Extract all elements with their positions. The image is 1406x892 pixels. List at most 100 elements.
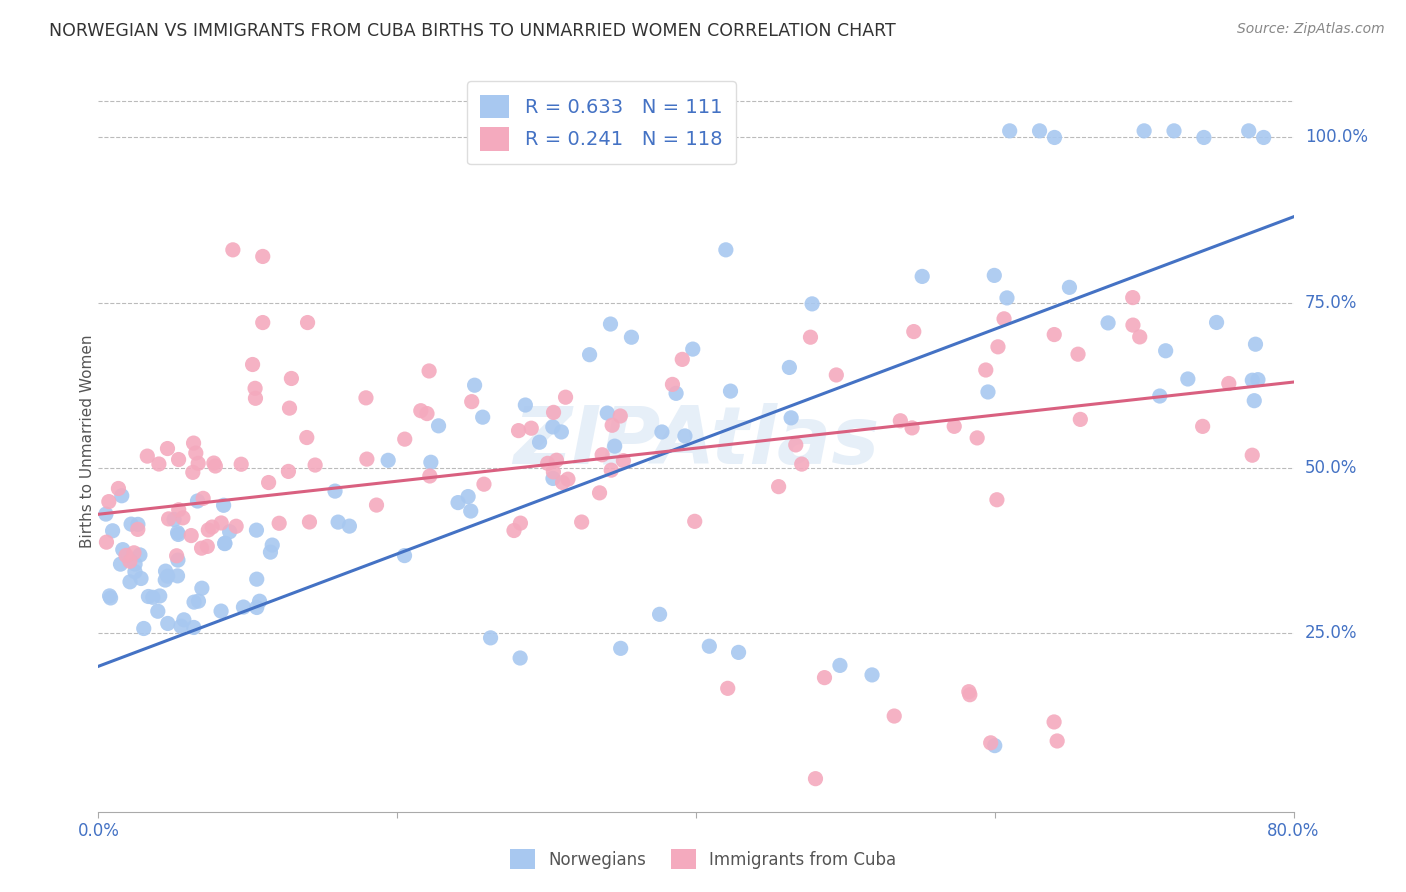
- Point: [323, 484, 346, 499]
- Point: [124, 565, 146, 579]
- Point: [231, 457, 253, 471]
- Point: [600, 418, 623, 433]
- Point: [242, 358, 264, 372]
- Point: [187, 456, 209, 470]
- Point: [780, 410, 803, 425]
- Point: [609, 641, 631, 656]
- Text: NORWEGIAN VS IMMIGRANTS FROM CUBA BIRTHS TO UNMARRIED WOMEN CORRELATION CHART: NORWEGIAN VS IMMIGRANTS FROM CUBA BIRTHS…: [49, 22, 896, 40]
- Point: [195, 540, 218, 554]
- Y-axis label: Births to Unmarried Women: Births to Unmarried Women: [80, 334, 94, 549]
- Point: [155, 573, 177, 587]
- Point: [508, 424, 530, 438]
- Point: [191, 581, 214, 595]
- Point: [1122, 291, 1144, 305]
- Point: [543, 405, 565, 419]
- Point: [1043, 327, 1066, 342]
- Point: [149, 589, 172, 603]
- Point: [998, 124, 1021, 138]
- Point: [860, 668, 883, 682]
- Point: [673, 429, 696, 443]
- Point: [110, 557, 132, 571]
- Point: [180, 528, 202, 542]
- Point: [600, 463, 623, 477]
- Point: [665, 386, 688, 401]
- Point: [543, 465, 565, 479]
- Point: [197, 523, 219, 537]
- Point: [1154, 343, 1177, 358]
- Point: [394, 549, 416, 563]
- Point: [557, 472, 579, 486]
- Point: [727, 645, 749, 659]
- Point: [246, 600, 269, 615]
- Point: [167, 452, 190, 467]
- Point: [825, 368, 848, 382]
- Point: [1043, 130, 1066, 145]
- Point: [96, 535, 118, 549]
- Point: [591, 448, 613, 462]
- Point: [269, 516, 291, 531]
- Point: [181, 466, 204, 480]
- Point: [995, 291, 1018, 305]
- Point: [416, 407, 439, 421]
- Point: [799, 330, 821, 344]
- Point: [156, 569, 179, 583]
- Point: [804, 772, 827, 786]
- Point: [202, 456, 225, 470]
- Point: [714, 243, 737, 257]
- Point: [419, 469, 441, 483]
- Text: ZIPAtlas: ZIPAtlas: [513, 402, 879, 481]
- Text: Source: ZipAtlas.com: Source: ZipAtlas.com: [1237, 22, 1385, 37]
- Point: [1122, 318, 1144, 332]
- Point: [101, 524, 124, 538]
- Point: [232, 600, 254, 615]
- Point: [1129, 330, 1152, 344]
- Point: [157, 512, 180, 526]
- Point: [209, 604, 232, 618]
- Point: [252, 316, 274, 330]
- Point: [889, 414, 911, 428]
- Text: 25.0%: 25.0%: [1305, 624, 1357, 642]
- Point: [94, 507, 117, 521]
- Point: [993, 311, 1015, 326]
- Point: [111, 542, 134, 557]
- Point: [98, 589, 121, 603]
- Point: [418, 364, 440, 378]
- Point: [620, 330, 643, 344]
- Point: [118, 554, 141, 568]
- Point: [191, 491, 214, 506]
- Point: [166, 525, 188, 540]
- Point: [983, 268, 1005, 283]
- Point: [1205, 315, 1227, 329]
- Point: [146, 604, 169, 618]
- Point: [460, 504, 482, 518]
- Point: [1069, 412, 1091, 426]
- Legend: Norwegians, Immigrants from Cuba: Norwegians, Immigrants from Cuba: [499, 838, 907, 880]
- Point: [127, 522, 149, 536]
- Point: [156, 616, 179, 631]
- Point: [166, 569, 188, 583]
- Point: [222, 243, 245, 257]
- Point: [173, 613, 195, 627]
- Point: [966, 431, 988, 445]
- Point: [246, 572, 269, 586]
- Point: [588, 486, 610, 500]
- Point: [959, 688, 981, 702]
- Point: [603, 439, 626, 453]
- Point: [984, 739, 1007, 753]
- Point: [356, 452, 378, 467]
- Point: [529, 435, 551, 450]
- Point: [186, 494, 208, 508]
- Point: [225, 519, 247, 533]
- Point: [132, 622, 155, 636]
- Point: [170, 619, 193, 633]
- Point: [155, 564, 177, 578]
- Point: [883, 709, 905, 723]
- Point: [172, 511, 194, 525]
- Point: [377, 453, 399, 467]
- Point: [136, 449, 159, 463]
- Point: [249, 594, 271, 608]
- Point: [578, 348, 600, 362]
- Point: [183, 620, 205, 634]
- Point: [183, 595, 205, 609]
- Point: [1243, 393, 1265, 408]
